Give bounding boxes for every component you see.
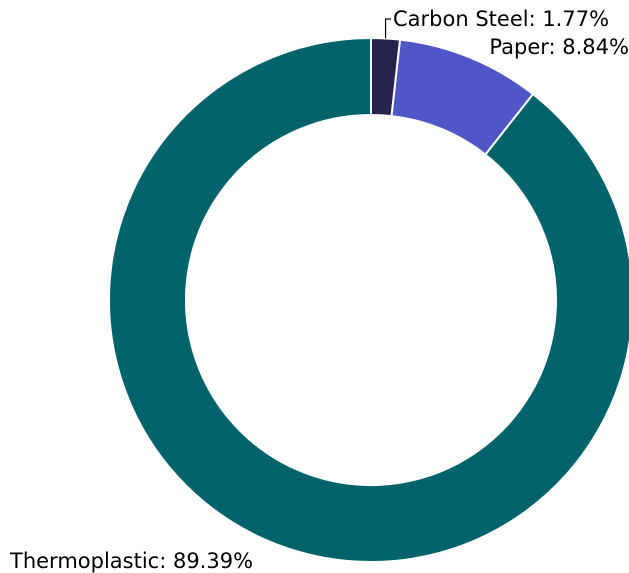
leader-line-carbon-steel bbox=[384, 18, 391, 39]
label-leader-lines bbox=[384, 18, 391, 39]
slice-label-carbon-steel: Carbon Steel: 1.77% bbox=[393, 7, 609, 31]
slice-label-thermoplastic: Thermoplastic: 89.39% bbox=[9, 549, 253, 573]
slice-thermoplastic bbox=[108, 36, 629, 563]
slice-labels: Carbon Steel: 1.77% Paper: 8.84% Thermopla… bbox=[9, 7, 629, 573]
donut-slices bbox=[108, 36, 629, 563]
slice-label-paper: Paper: 8.84% bbox=[489, 35, 629, 59]
